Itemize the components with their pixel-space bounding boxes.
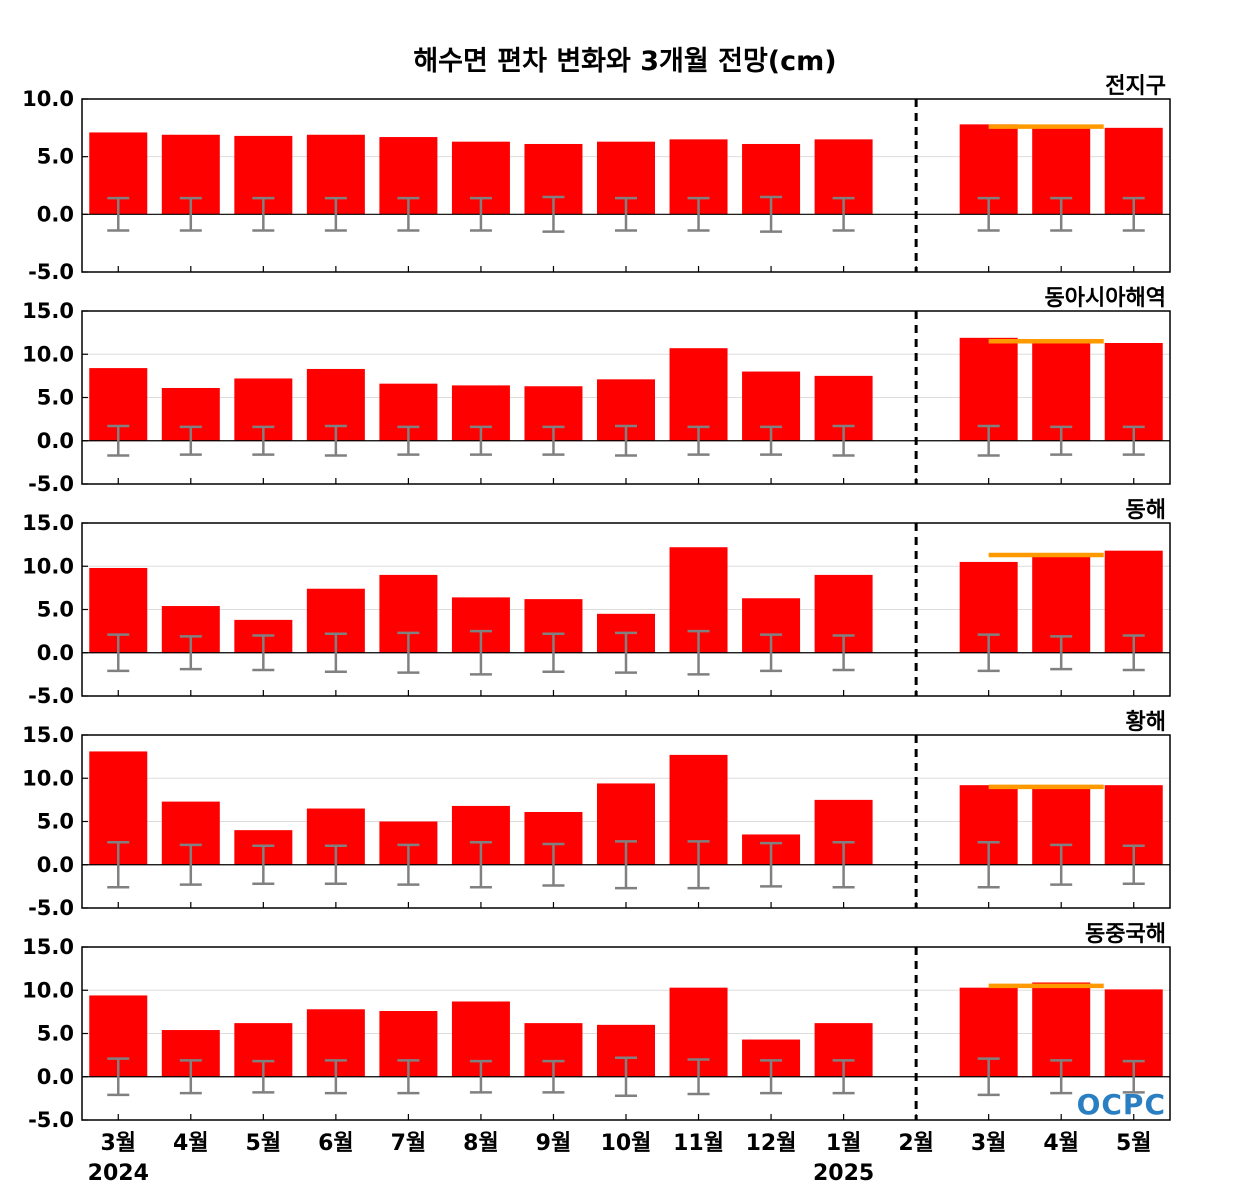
y-tick-label: 0.0 <box>37 202 74 226</box>
y-tick-label: -5.0 <box>28 472 74 496</box>
bar <box>959 337 1018 441</box>
y-tick-label: 5.0 <box>37 386 74 410</box>
x-tick-label: 10월 <box>601 1131 652 1156</box>
y-tick-label: 10.0 <box>22 87 74 111</box>
panel-4: 15.0 10.0 5.0 0.0 -5.0 황해 <box>22 710 1171 920</box>
x-axis: 3월 4월 5월 6월 7월 8월 9월 10월 11월 12월 1월 2월 3월 4월 5월 2024 202… <box>88 1131 1152 1186</box>
y-tick-label: 15.0 <box>22 299 74 323</box>
year-label: 2024 <box>88 1161 149 1186</box>
ocpc-logo: OCPC <box>1077 1088 1166 1121</box>
year-label: 2025 <box>813 1161 874 1186</box>
y-tick-label: -5.0 <box>28 260 74 284</box>
x-tick-label: 3월 <box>100 1131 136 1156</box>
panel-title: 동해 <box>1126 498 1166 523</box>
x-tick-label: 1월 <box>826 1131 862 1156</box>
y-tick-label: 5.0 <box>37 145 74 169</box>
y-tick-label: 0.0 <box>37 853 74 877</box>
x-tick-label: 6월 <box>318 1131 354 1156</box>
y-tick-label: 10.0 <box>22 342 74 366</box>
y-tick-label: 5.0 <box>37 598 74 622</box>
x-tick-label: 9월 <box>536 1131 572 1156</box>
panel-title: 동중국해 <box>1085 922 1166 947</box>
y-tick-label: -5.0 <box>28 684 74 708</box>
y-tick-label: 10.0 <box>22 978 74 1002</box>
chart-title: 해수면 편차 변화와 3개월 전망(cm) <box>413 46 836 77</box>
y-tick-label: 5.0 <box>37 810 74 834</box>
x-tick-label: 4월 <box>173 1131 209 1156</box>
panel-title: 전지구 <box>1105 74 1166 99</box>
panel-2: 15.0 10.0 5.0 0.0 -5.0 동아시아해역 <box>22 286 1171 496</box>
y-tick-label: -5.0 <box>28 896 74 920</box>
panel-title: 동아시아해역 <box>1045 286 1166 311</box>
x-tick-label: 7월 <box>391 1131 427 1156</box>
panel-5: 15.0 10.0 5.0 0.0 -5.0 동중국해 <box>22 922 1171 1132</box>
x-tick-label: 11월 <box>673 1131 724 1156</box>
x-tick-label: 5월 <box>1116 1131 1152 1156</box>
y-tick-label: 15.0 <box>22 723 74 747</box>
bar <box>1104 343 1163 441</box>
y-tick-label: 10.0 <box>22 766 74 790</box>
x-tick-label: 12월 <box>746 1131 797 1156</box>
x-tick-label: 8월 <box>463 1131 499 1156</box>
chart-panels: 10.0 5.0 0.0 -5.0 전지구 15.0 10.0 5.0 0.0 -5.0 동아시아해… <box>22 74 1171 1132</box>
x-tick-label: 4월 <box>1043 1131 1079 1156</box>
y-tick-label: -5.0 <box>28 1108 74 1132</box>
y-tick-label: 0.0 <box>37 429 74 453</box>
panel-title: 황해 <box>1126 710 1166 735</box>
panel-3: 15.0 10.0 5.0 0.0 -5.0 동해 <box>22 498 1171 708</box>
bar <box>1032 342 1091 441</box>
panel-1: 10.0 5.0 0.0 -5.0 전지구 <box>22 74 1171 284</box>
y-tick-label: 15.0 <box>22 935 74 959</box>
y-tick-label: 0.0 <box>37 1065 74 1089</box>
x-tick-label: 2월 <box>898 1131 934 1156</box>
bar <box>669 348 728 441</box>
y-tick-label: 15.0 <box>22 511 74 535</box>
y-tick-label: 5.0 <box>37 1022 74 1046</box>
x-tick-label: 3월 <box>971 1131 1007 1156</box>
y-tick-label: 0.0 <box>37 641 74 665</box>
y-tick-label: 10.0 <box>22 554 74 578</box>
x-tick-label: 5월 <box>246 1131 282 1156</box>
